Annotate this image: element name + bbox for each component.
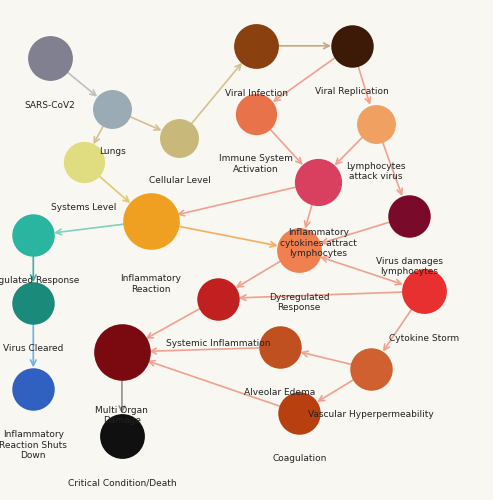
Point: [214, 294, 222, 302]
Point: [118, 432, 126, 440]
Text: Alveolar Edema: Alveolar Edema: [245, 388, 316, 397]
Text: Coagulation: Coagulation: [272, 454, 326, 462]
Point: [295, 409, 303, 417]
Text: Multi Organ
Damage: Multi Organ Damage: [96, 406, 148, 425]
Text: Inflammatory
Reaction: Inflammatory Reaction: [120, 274, 181, 293]
Text: Lymphocytes
attack virus: Lymphocytes attack virus: [346, 162, 406, 182]
Text: Systemic Inflammation: Systemic Inflammation: [166, 340, 270, 348]
Text: Critical Condition/Death: Critical Condition/Death: [68, 478, 176, 488]
Point: [108, 105, 116, 113]
Text: Systems Level: Systems Level: [51, 203, 116, 212]
Text: Cellular Level: Cellular Level: [148, 176, 211, 185]
Text: Inflammatory
Reaction Shuts
Down: Inflammatory Reaction Shuts Down: [0, 430, 67, 460]
Point: [367, 365, 375, 373]
Point: [176, 134, 183, 142]
Point: [295, 246, 303, 254]
Point: [80, 158, 88, 166]
Point: [147, 217, 155, 225]
Text: Lungs: Lungs: [99, 147, 126, 156]
Point: [252, 110, 260, 118]
Point: [252, 42, 260, 50]
Point: [118, 348, 126, 356]
Point: [315, 178, 322, 186]
Text: SARS-CoV2: SARS-CoV2: [25, 101, 75, 110]
Point: [30, 232, 37, 239]
Point: [30, 384, 37, 392]
Point: [372, 120, 380, 128]
Text: Vascular Hyperpermeability: Vascular Hyperpermeability: [308, 410, 434, 419]
Point: [348, 42, 356, 50]
Text: Inflammatory
cytokines attract
lymphocytes: Inflammatory cytokines attract lymphocyt…: [280, 228, 357, 258]
Text: Virus damages
lymphocytes: Virus damages lymphocytes: [376, 257, 443, 276]
Text: Cytokine Storm: Cytokine Storm: [388, 334, 459, 343]
Point: [276, 343, 284, 351]
Text: Virus Cleared: Virus Cleared: [3, 344, 64, 354]
Text: Viral Replication: Viral Replication: [315, 86, 389, 96]
Point: [420, 288, 428, 296]
Text: Viral Infection: Viral Infection: [225, 88, 287, 98]
Text: Regulated Response: Regulated Response: [0, 276, 79, 285]
Text: Dysregulated
Response: Dysregulated Response: [269, 293, 329, 312]
Point: [30, 300, 37, 308]
Text: Immune System
Activation: Immune System Activation: [219, 154, 293, 174]
Point: [405, 212, 413, 220]
Point: [46, 54, 54, 62]
